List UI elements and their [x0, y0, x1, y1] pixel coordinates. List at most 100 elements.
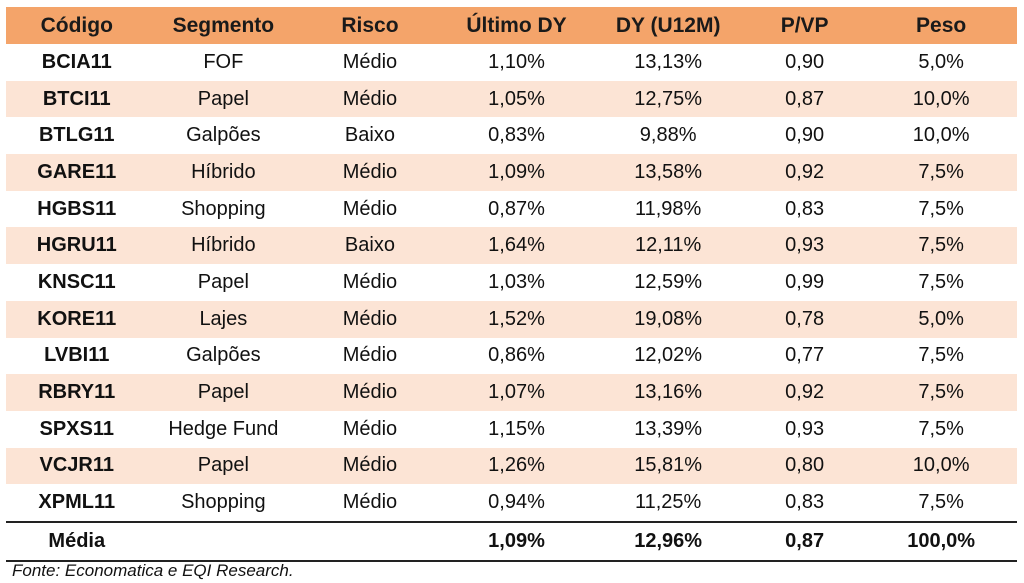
- cell-ultimo-dy: 1,15%: [488, 417, 545, 440]
- cell-codigo: HGRU11: [6, 227, 148, 265]
- cell-risco: Médio: [342, 417, 398, 440]
- header-pvp: P/VP: [743, 7, 866, 44]
- cell-pvp: 0,93: [785, 417, 825, 440]
- table-row: VCJR11 Papel Médio 1,26% 15,81% 0,80 10,0%: [6, 447, 1017, 485]
- cell-dy-u12m: 13,58%: [592, 154, 744, 191]
- table-row: BTCI11 Papel Médio 1,05% 12,75% 0,87 10,0%: [6, 80, 1017, 118]
- header-risco: Risco: [299, 7, 441, 44]
- table-header-row: Código Segmento Risco Último DY DY (U12M…: [6, 7, 1017, 44]
- cell-segmento: Hedge Fund: [168, 417, 279, 440]
- cell-peso: 7,5%: [918, 197, 964, 220]
- cell-dy-u12m: 11,98%: [634, 197, 702, 220]
- cell-pvp: 0,93: [743, 227, 866, 265]
- cell-peso: 10,0%: [865, 447, 1017, 485]
- table-row: HGBS11 Shopping Médio 0,87% 11,98% 0,83 7,5%: [6, 191, 1017, 228]
- cell-codigo: BTCI11: [6, 80, 148, 118]
- cell-segmento: Shopping: [181, 491, 266, 514]
- cell-dy-u12m: 19,08%: [592, 300, 744, 338]
- cell-dy-u12m: 12,11%: [592, 227, 744, 265]
- cell-codigo: KNSC11: [37, 270, 116, 293]
- cell-ultimo-dy: 1,07%: [440, 374, 593, 411]
- cell-risco: Médio: [342, 270, 398, 293]
- cell-codigo: KORE11: [6, 300, 148, 338]
- footer-pvp: 0,87: [743, 520, 866, 562]
- cell-peso: 7,5%: [918, 270, 964, 293]
- cell-segmento: Shopping: [181, 197, 266, 220]
- cell-dy-u12m: 13,39%: [634, 417, 703, 440]
- cell-risco: Baixo: [299, 227, 441, 265]
- table-row: BTLG11 Galpões Baixo 0,83% 9,88% 0,90 10,0%: [6, 117, 1017, 154]
- cell-dy-u12m: 12,75%: [592, 80, 744, 118]
- table-row: RBRY11 Papel Médio 1,07% 13,16% 0,92 7,5%: [6, 374, 1017, 411]
- cell-ultimo-dy: 0,87%: [488, 197, 545, 220]
- cell-segmento: FOF: [203, 50, 244, 73]
- cell-dy-u12m: 15,81%: [592, 447, 744, 485]
- cell-codigo: BCIA11: [41, 50, 112, 73]
- cell-ultimo-dy: 1,26%: [440, 447, 593, 485]
- cell-ultimo-dy: 1,10%: [488, 50, 545, 73]
- cell-peso: 10,0%: [912, 124, 970, 147]
- header-ultimo-dy: Último DY: [440, 7, 593, 44]
- cell-dy-u12m: 11,25%: [634, 491, 702, 514]
- cell-peso: 7,5%: [865, 374, 1017, 411]
- cell-pvp: 0,90: [785, 124, 825, 147]
- cell-codigo: XPML11: [38, 491, 116, 514]
- cell-ultimo-dy: 0,86%: [488, 344, 545, 367]
- fii-portfolio-table-container: Código Segmento Risco Último DY DY (U12M…: [6, 7, 1017, 562]
- cell-peso: 10,0%: [865, 80, 1017, 118]
- cell-risco: Médio: [299, 80, 441, 118]
- footer-dy-u12m: 12,96%: [592, 520, 744, 562]
- cell-peso: 7,5%: [918, 491, 964, 514]
- cell-ultimo-dy: 1,64%: [440, 227, 593, 265]
- cell-pvp: 0,80: [743, 447, 866, 485]
- table-row: SPXS11 Hedge Fund Médio 1,15% 13,39% 0,93 7,5%: [6, 411, 1017, 448]
- cell-codigo: RBRY11: [6, 374, 148, 411]
- cell-risco: Médio: [342, 50, 398, 73]
- cell-segmento: Híbrido: [147, 227, 300, 265]
- cell-risco: Médio: [342, 344, 398, 367]
- header-codigo: Código: [6, 7, 148, 44]
- cell-peso: 7,5%: [865, 154, 1017, 191]
- footer-ultimo-dy: 1,09%: [440, 520, 593, 562]
- header-dy-u12m: DY (U12M): [592, 7, 744, 44]
- cell-dy-u12m: 13,13%: [634, 50, 703, 73]
- cell-peso: 7,5%: [865, 227, 1017, 265]
- table-body: BCIA11 FOF Médio 1,10% 13,13% 0,90 5,0% BTCI11 P…: [6, 44, 1017, 522]
- fii-portfolio-table: Código Segmento Risco Último DY DY (U12M…: [6, 7, 1017, 562]
- cell-dy-u12m: 9,88%: [639, 124, 697, 147]
- cell-pvp: 0,92: [743, 154, 866, 191]
- footer-peso: 100,0%: [865, 520, 1017, 562]
- cell-pvp: 0,99: [785, 270, 825, 293]
- source-note: Fonte: Economatica e EQI Research.: [12, 561, 294, 580]
- cell-risco: Médio: [299, 300, 441, 338]
- cell-pvp: 0,87: [743, 80, 866, 118]
- footer-risco: [299, 520, 441, 562]
- cell-risco: Médio: [299, 154, 441, 191]
- cell-ultimo-dy: 1,52%: [440, 300, 593, 338]
- cell-codigo: HGBS11: [37, 197, 117, 220]
- cell-ultimo-dy: 0,83%: [488, 124, 545, 147]
- cell-pvp: 0,83: [785, 197, 825, 220]
- cell-ultimo-dy: 0,94%: [488, 491, 545, 514]
- header-segmento: Segmento: [147, 7, 300, 44]
- cell-ultimo-dy: 1,03%: [488, 270, 545, 293]
- table-row: KNSC11 Papel Médio 1,03% 12,59% 0,99 7,5%: [6, 264, 1017, 301]
- cell-segmento: Papel: [147, 447, 300, 485]
- cell-codigo: VCJR11: [6, 447, 148, 485]
- header-peso: Peso: [865, 7, 1017, 44]
- cell-risco: Médio: [342, 197, 398, 220]
- cell-segmento: Galpões: [186, 124, 261, 147]
- cell-codigo: LVBI11: [44, 344, 110, 367]
- cell-segmento: Híbrido: [147, 154, 300, 191]
- cell-ultimo-dy: 1,09%: [440, 154, 593, 191]
- cell-peso: 7,5%: [918, 344, 964, 367]
- cell-dy-u12m: 13,16%: [592, 374, 744, 411]
- cell-peso: 7,5%: [918, 417, 964, 440]
- table-row: HGRU11 Híbrido Baixo 1,64% 12,11% 0,93 7,5%: [6, 227, 1017, 265]
- cell-pvp: 0,78: [743, 300, 866, 338]
- cell-segmento: Galpões: [186, 344, 261, 367]
- table-row: LVBI11 Galpões Médio 0,86% 12,02% 0,77 7,5%: [6, 338, 1017, 375]
- cell-risco: Médio: [299, 447, 441, 485]
- cell-pvp: 0,83: [785, 491, 825, 514]
- cell-segmento: Papel: [147, 374, 300, 411]
